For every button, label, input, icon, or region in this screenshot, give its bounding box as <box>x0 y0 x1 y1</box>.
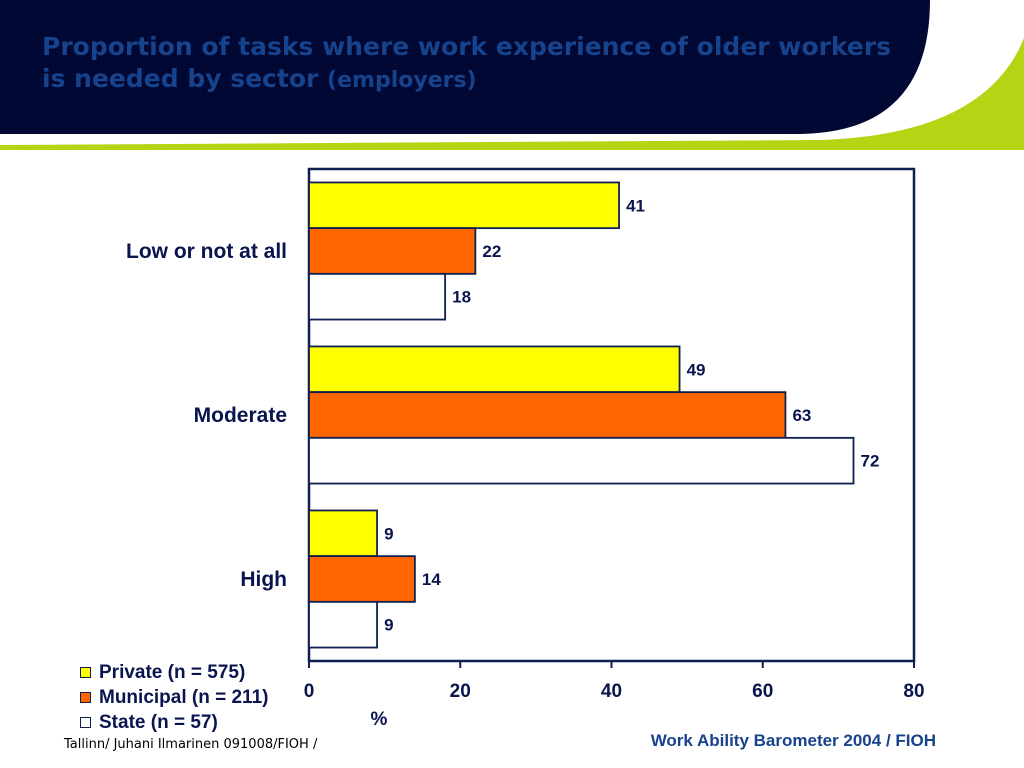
chart-legend: Private (n = 575) Municipal (n = 211) St… <box>80 660 268 735</box>
bar-high-state <box>308 600 378 649</box>
bar-low-or-not-at-all-private <box>308 181 620 230</box>
legend-label-private: Private (n = 575) <box>99 661 246 683</box>
legend-label-municipal: Municipal (n = 211) <box>99 686 269 708</box>
x-tick-label-60: 60 <box>752 681 773 702</box>
bar-moderate-state <box>308 436 855 485</box>
page-title: Proportion of tasks where work experienc… <box>42 31 922 97</box>
footer-credit: Tallinn/ Juhani Ilmarinen 091008/FIOH / <box>64 737 318 752</box>
data-label-low-or-not-at-all-private: 41 <box>626 196 645 215</box>
legend-label-state: State (n = 57) <box>99 711 218 733</box>
legend-item-municipal: Municipal (n = 211) <box>80 685 268 710</box>
category-label-low-or-not-at-all: Low or not at all <box>126 240 287 263</box>
legend-swatch-state <box>80 717 91 728</box>
category-label-moderate: Moderate <box>194 404 287 427</box>
data-label-high-municipal: 14 <box>422 570 441 589</box>
bar-moderate-private <box>308 345 681 394</box>
legend-item-private: Private (n = 575) <box>80 660 268 685</box>
bar-low-or-not-at-all-municipal <box>308 227 477 275</box>
header-navy-panel <box>0 0 930 134</box>
header-banner <box>0 0 1024 150</box>
bar-high-private <box>308 509 378 558</box>
legend-swatch-municipal <box>80 692 91 703</box>
title-sub: (employers) <box>327 68 477 93</box>
title-main: Proportion of tasks where work experienc… <box>42 32 892 93</box>
x-tick-label-20: 20 <box>450 681 471 702</box>
bar-high-municipal <box>308 555 416 603</box>
data-label-high-state: 9 <box>384 616 393 635</box>
data-label-low-or-not-at-all-state: 18 <box>452 288 471 307</box>
x-tick-label-80: 80 <box>903 681 924 702</box>
data-label-low-or-not-at-all-municipal: 22 <box>482 242 501 261</box>
data-label-high-private: 9 <box>384 524 393 543</box>
category-label-high: High <box>240 568 287 591</box>
legend-item-state: State (n = 57) <box>80 710 268 735</box>
x-axis-label: % <box>371 709 388 730</box>
data-label-moderate-municipal: 63 <box>792 406 811 425</box>
data-label-moderate-state: 72 <box>861 452 880 471</box>
x-tick-label-40: 40 <box>601 681 622 702</box>
legend-swatch-private <box>80 667 91 678</box>
bar-moderate-municipal <box>308 391 787 439</box>
footer-source: Work Ability Barometer 2004 / FIOH <box>650 731 936 750</box>
bar-low-or-not-at-all-state <box>308 272 447 321</box>
data-label-moderate-private: 49 <box>687 360 706 379</box>
x-tick-label-0: 0 <box>304 681 315 702</box>
